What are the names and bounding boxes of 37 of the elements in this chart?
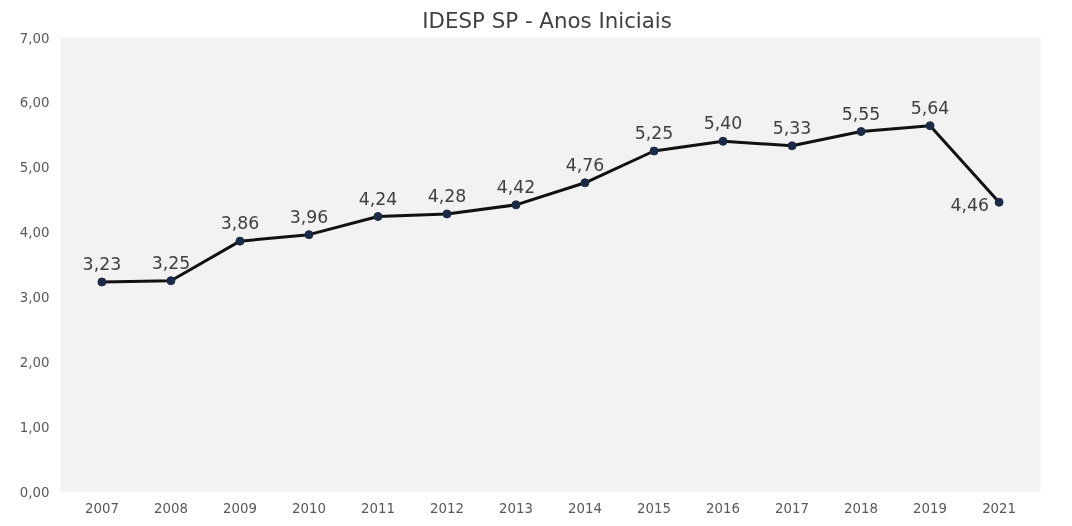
x-tick-label: 2007: [84, 500, 119, 516]
x-tick-label: 2011: [361, 500, 395, 516]
data-label: 5,33: [772, 117, 812, 138]
data-label: 4,28: [427, 185, 467, 206]
x-tick-label: 2010: [291, 500, 326, 516]
x-tick-label: 2019: [913, 500, 948, 516]
y-tick-label: 7,00: [19, 30, 50, 46]
data-label: 5,55: [841, 103, 881, 124]
x-tick-label: 2017: [775, 500, 810, 516]
data-label: 3,25: [151, 252, 191, 273]
y-tick-label: 1,00: [19, 419, 50, 435]
x-tick-label: 2018: [844, 500, 879, 516]
data-label: 4,42: [496, 176, 536, 197]
chart-title: IDESP SP - Anos Iniciais: [422, 7, 672, 33]
y-tick-label: 2,00: [19, 354, 50, 370]
data-label: 3,96: [289, 206, 329, 227]
y-tick-label: 4,00: [19, 225, 50, 241]
x-tick-label: 2014: [568, 500, 602, 516]
data-label: 5,40: [703, 113, 743, 134]
data-label: 5,25: [634, 123, 674, 143]
data-label: 4,76: [565, 154, 605, 175]
x-tick-label: 2021: [982, 500, 1017, 516]
x-tick-label: 2013: [499, 500, 533, 516]
data-label: 3,86: [220, 213, 260, 234]
data-label: 5,64: [910, 97, 950, 118]
data-label: 4,46: [950, 195, 990, 216]
x-tick-label: 2016: [706, 500, 740, 516]
y-tick-label: 3,00: [19, 289, 50, 305]
x-tick-label: 2012: [430, 500, 464, 516]
data-label: 3,23: [82, 254, 122, 275]
y-tick-label: 0,00: [19, 484, 50, 500]
x-tick-label: 2009: [222, 500, 257, 516]
x-tick-label: 2008: [153, 500, 188, 516]
data-label: 4,24: [358, 188, 398, 209]
y-tick-label: 6,00: [19, 95, 50, 111]
y-tick-label: 5,00: [19, 160, 50, 176]
x-tick-label: 2015: [637, 500, 671, 516]
